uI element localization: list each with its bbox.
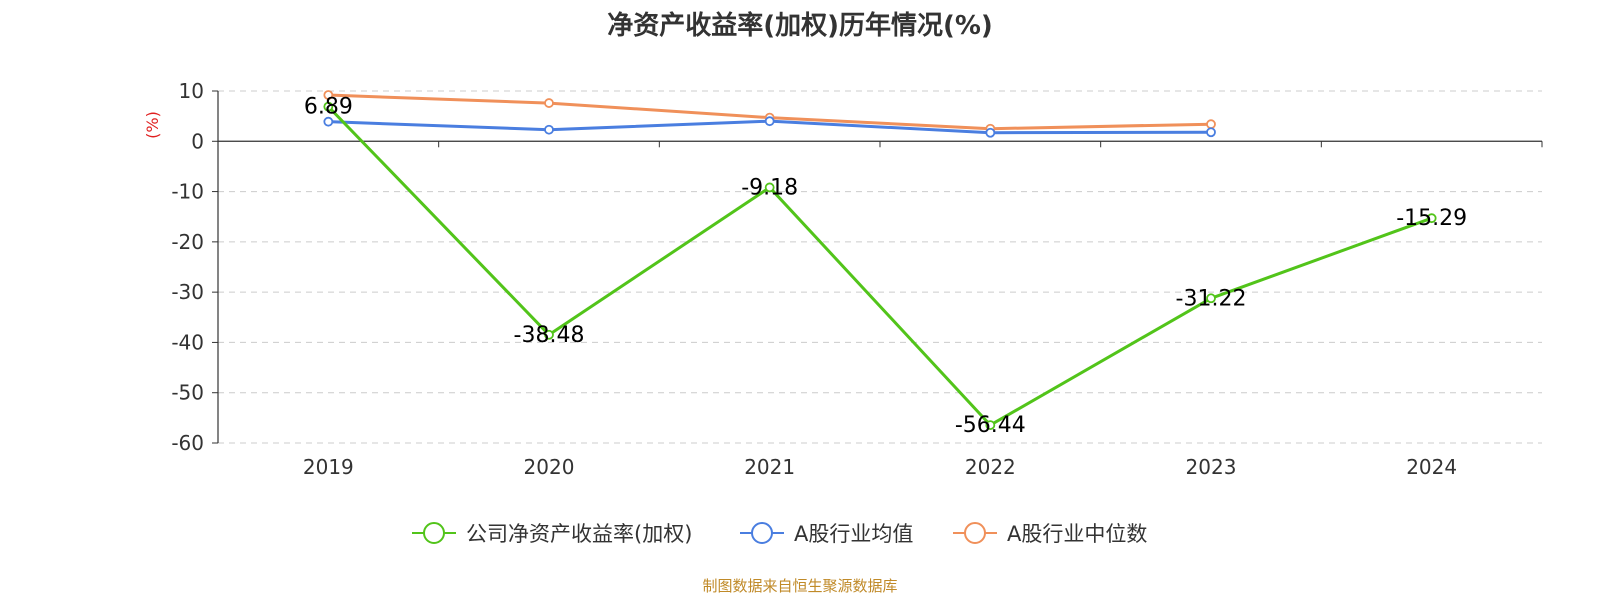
x-tick-label: 2024 — [1406, 455, 1457, 479]
grid-lines — [218, 90, 1542, 444]
data-labels: 6.89 -38.48 -9.18 -56.44 -31.22 -15.29 — [304, 95, 1467, 438]
x-tick-label: 2020 — [524, 455, 575, 479]
data-point — [544, 329, 554, 340]
y-tick-label: -20 — [171, 230, 204, 254]
legend-item-2[interactable]: A股行业中位数 — [953, 522, 1147, 546]
legend-label: A股行业中位数 — [1007, 522, 1147, 546]
data-point — [323, 116, 334, 127]
y-tick-label: 0 — [191, 129, 204, 153]
y-tick-label: -40 — [171, 330, 204, 354]
y-tick-label: -50 — [171, 381, 204, 405]
legend-item-0[interactable]: 公司净资产收益率(加权) — [412, 522, 692, 546]
series-group — [323, 90, 1437, 430]
legend-marker — [423, 522, 445, 544]
data-label: 6.89 — [304, 95, 353, 120]
data-point — [764, 116, 775, 127]
x-tick-label: 2021 — [744, 455, 795, 479]
data-point — [985, 420, 996, 430]
data-point — [544, 98, 554, 108]
y-tick-label: -60 — [171, 431, 204, 455]
y-axis-label: (%) — [143, 111, 162, 139]
data-point — [1426, 213, 1437, 224]
y-tick-label: -10 — [171, 180, 204, 204]
series-line-0 — [327, 105, 1433, 427]
legend-marker — [751, 522, 773, 544]
legend-marker — [964, 522, 986, 544]
data-point — [544, 124, 554, 135]
data-point — [1206, 293, 1216, 304]
data-label: -9.18 — [741, 175, 798, 200]
data-point — [985, 127, 996, 138]
data-label: -38.48 — [514, 323, 585, 348]
data-point — [1206, 127, 1216, 138]
x-tick-label: 2019 — [303, 455, 354, 479]
axes: 10 0 -10 -20 -30 -40 -50 -60 2019 2020 2021 2022 202… — [171, 79, 1543, 479]
data-point — [764, 182, 775, 193]
x-tick-label: 2023 — [1186, 455, 1237, 479]
data-label: -56.44 — [955, 413, 1026, 438]
legend[interactable]: 公司净资产收益率(加权) A股行业均值 A股行业中位数 — [412, 522, 1147, 546]
y-tick-label: -30 — [171, 280, 204, 304]
legend-label: A股行业均值 — [794, 522, 913, 546]
data-label: -31.22 — [1176, 286, 1247, 311]
data-point — [323, 101, 334, 112]
x-tick-label: 2022 — [965, 455, 1016, 479]
legend-label: 公司净资产收益率(加权) — [466, 522, 692, 546]
chart-title: 净资产收益率(加权)历年情况(%) — [607, 10, 993, 41]
data-point — [323, 90, 334, 100]
source-note: 制图数据来自恒生聚源数据库 — [702, 577, 897, 595]
legend-item-1[interactable]: A股行业均值 — [740, 522, 913, 546]
data-point — [1206, 119, 1216, 130]
data-label: -15.29 — [1396, 206, 1467, 231]
y-tick-label: 10 — [179, 79, 204, 103]
